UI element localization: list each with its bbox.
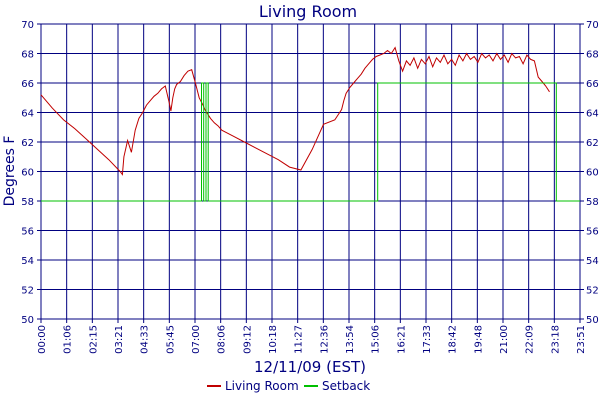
y-tick-label: 60 <box>21 168 34 179</box>
y-tick-label: 52 <box>586 286 599 297</box>
y-tick-label: 56 <box>586 227 599 238</box>
living-room-line <box>40 46 550 176</box>
x-tick-label: 09:12 <box>242 325 253 354</box>
x-tick-label: 03:21 <box>114 325 125 354</box>
x-tick-label: 01:06 <box>63 325 74 354</box>
x-tick-label: 22:09 <box>525 325 536 354</box>
x-tick-label: 18:42 <box>448 325 459 354</box>
y-tick-label: 64 <box>586 109 599 120</box>
y-tick-label: 68 <box>21 50 34 61</box>
y-tick-label: 58 <box>21 197 34 208</box>
x-tick-label: 12:36 <box>319 325 330 354</box>
x-tick-label: 00:00 <box>37 325 48 354</box>
y-tick-label: 66 <box>21 79 34 90</box>
x-tick-label: 04:33 <box>140 325 151 354</box>
x-tick-label: 21:00 <box>499 325 510 354</box>
y-tick-label: 70 <box>21 20 34 31</box>
y-tick-label: 66 <box>586 79 599 90</box>
legend-label: Living Room <box>225 379 299 393</box>
y-tick-label: 50 <box>21 315 34 326</box>
legend: Living Room Setback <box>207 379 370 393</box>
x-tick-label: 15:06 <box>371 325 382 354</box>
y-tick-label: 54 <box>586 256 599 267</box>
y-tick-label: 58 <box>586 197 599 208</box>
y-tick-label: 62 <box>21 138 34 149</box>
x-tick-label: 07:00 <box>191 325 202 354</box>
y-axis-right-ticks: 50 52 54 56 58 60 62 64 66 68 70 <box>580 20 599 326</box>
x-axis-ticks: 00:00 01:06 02:15 03:21 04:33 05:45 07:00 08:06… <box>37 319 587 354</box>
y-tick-label: 54 <box>21 256 34 267</box>
setback-line <box>41 82 580 202</box>
x-tick-label: 11:27 <box>294 325 305 354</box>
chart-title: Living Room <box>259 2 357 21</box>
x-axis-label: 12/11/09 (EST) <box>254 358 366 376</box>
x-tick-label: 05:45 <box>165 325 176 354</box>
y-tick-label: 64 <box>21 109 34 120</box>
y-tick-label: 60 <box>586 168 599 179</box>
x-tick-label: 13:54 <box>345 325 356 354</box>
x-tick-label: 19:48 <box>473 325 484 354</box>
x-tick-label: 08:06 <box>217 325 228 354</box>
x-tick-label: 23:51 <box>576 325 587 354</box>
gridlines <box>40 23 581 320</box>
x-tick-label: 17:33 <box>422 325 433 354</box>
y-tick-label: 68 <box>586 50 599 61</box>
y-tick-label: 62 <box>586 138 599 149</box>
x-tick-label: 16:21 <box>396 325 407 354</box>
y-tick-label: 56 <box>21 227 34 238</box>
y-tick-label: 70 <box>586 20 599 31</box>
series-lines <box>40 46 580 202</box>
y-axis-left-ticks: 50 52 54 56 58 60 62 64 66 68 70 <box>21 20 41 326</box>
legend-label: Setback <box>322 379 370 393</box>
y-axis-label: Degrees F <box>2 136 18 207</box>
x-tick-label: 10:18 <box>268 325 279 354</box>
y-tick-label: 52 <box>21 286 34 297</box>
x-tick-label: 23:18 <box>550 325 561 354</box>
x-tick-label: 02:15 <box>88 325 99 354</box>
y-tick-label: 50 <box>586 315 599 326</box>
